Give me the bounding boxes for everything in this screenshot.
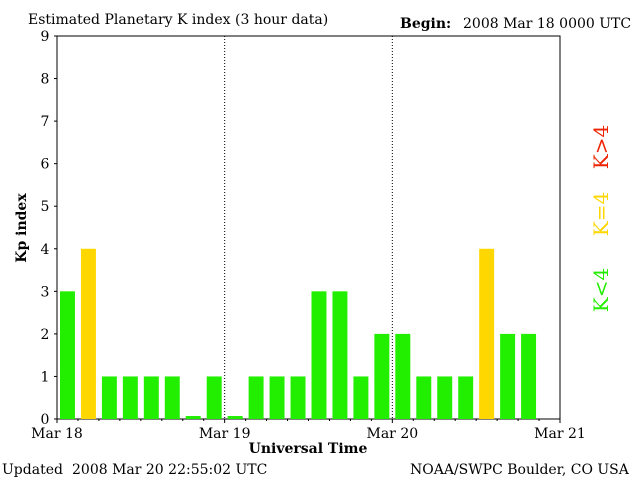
y-tick-label: 0	[41, 412, 50, 428]
y-axis-ticks: 0 1 2 3 4 5 6 7 8 9	[41, 29, 57, 428]
kp-bar	[311, 291, 327, 419]
kp-bar	[101, 376, 117, 419]
y-tick-label: 7	[41, 114, 50, 130]
y-tick-label: 1	[41, 369, 50, 385]
kp-bar	[60, 291, 75, 419]
kp-bars	[60, 248, 537, 419]
y-axis-label: Kp index	[14, 193, 30, 263]
kp-bar	[122, 376, 138, 419]
kp-bar	[374, 333, 390, 419]
credit-text: NOAA/SWPC Boulder, CO USA	[410, 462, 630, 478]
legend: K<4 K=4 K>4	[589, 125, 613, 312]
kp-bar	[395, 333, 411, 419]
kp-bar	[458, 376, 474, 419]
x-axis-ticks: Mar 18 Mar 19 Mar 20 Mar 21	[31, 419, 586, 442]
day-gridlines	[224, 36, 393, 419]
updated-label: Updated	[2, 462, 63, 478]
kp-bar	[269, 376, 285, 419]
kp-bar	[185, 416, 201, 419]
kp-bar	[353, 376, 369, 419]
y-tick-label: 9	[41, 29, 50, 45]
legend-item: K<4	[589, 268, 613, 312]
y-tick-label: 3	[41, 284, 50, 300]
kp-bar	[332, 291, 348, 419]
legend-item: K>4	[589, 125, 613, 169]
updated-value: 2008 Mar 20 22:55:02 UTC	[72, 462, 267, 478]
begin-label: Begin:	[400, 16, 451, 32]
kp-bar	[290, 376, 306, 419]
begin-value: 2008 Mar 18 0000 UTC	[463, 16, 631, 32]
y-tick-label: 2	[41, 327, 50, 343]
y-tick-label: 8	[41, 72, 50, 88]
kp-bar	[248, 376, 264, 419]
chart-title: Estimated Planetary K index (3 hour data…	[28, 12, 328, 28]
kp-bar	[500, 333, 516, 419]
x-tick-label: Mar 18	[31, 426, 83, 442]
kp-bar	[227, 416, 243, 419]
x-tick-label: Mar 20	[367, 426, 419, 442]
x-axis-label: Universal Time	[249, 441, 368, 457]
kp-bar	[479, 248, 495, 419]
kp-bar	[521, 333, 537, 419]
kp-bar	[143, 376, 159, 419]
kp-bar	[206, 376, 222, 419]
kp-bar	[164, 376, 180, 419]
legend-item: K=4	[589, 192, 613, 236]
y-tick-label: 4	[41, 242, 50, 258]
kp-bar	[437, 376, 453, 419]
kp-bar	[80, 248, 96, 419]
y-tick-label: 5	[41, 199, 50, 215]
x-tick-label: Mar 21	[534, 426, 586, 442]
x-tick-label: Mar 19	[199, 426, 251, 442]
y-tick-label: 6	[41, 157, 50, 173]
kp-bar	[416, 376, 432, 419]
